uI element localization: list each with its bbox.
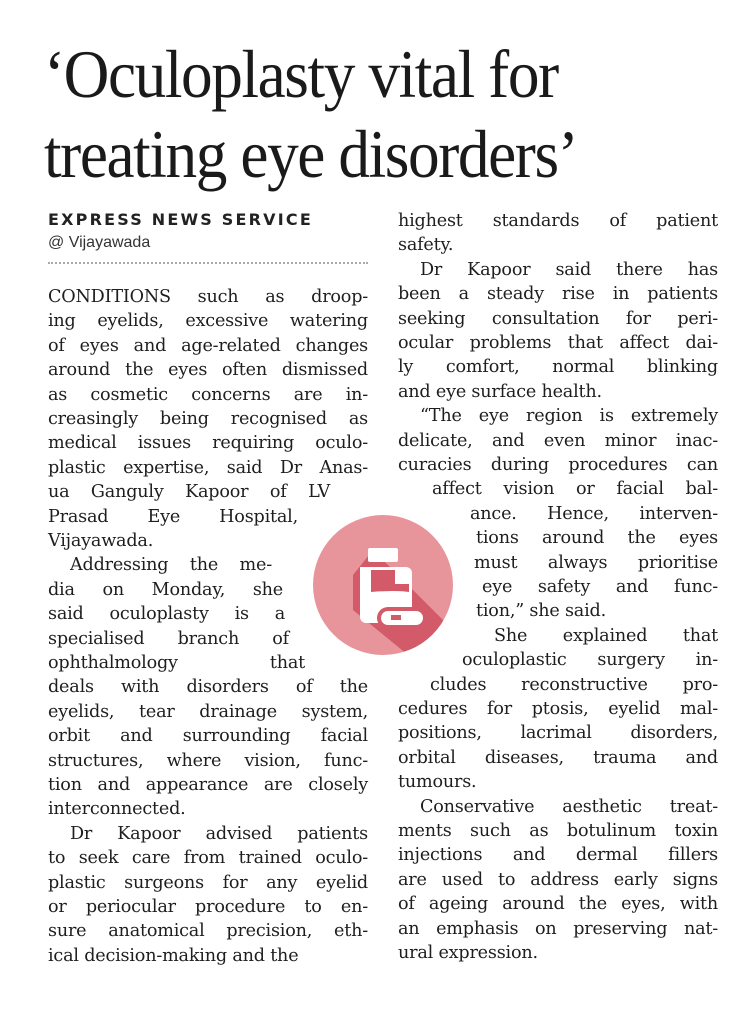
article-line: sure anatomical precision, eth- xyxy=(48,921,368,942)
article-line: are used to address early signs xyxy=(398,869,718,890)
article-line: ance. Hence, interven- xyxy=(470,503,718,524)
article-line: tion and appearance are closely xyxy=(48,775,368,795)
article-line: Conservative aesthetic treat- xyxy=(420,796,718,817)
article-line: ments such as botulinum toxin xyxy=(398,821,718,841)
article-line: ural expression. xyxy=(398,943,538,963)
article-line: oculoplastic surgery in- xyxy=(462,650,718,671)
article-line: interconnected. xyxy=(48,799,186,820)
article-line: seeking consultation for peri- xyxy=(398,308,718,329)
article-line: an emphasis on preserving nat- xyxy=(398,918,718,939)
article-line: safety. xyxy=(398,235,454,256)
article-line: plastic expertise, said Dr Anas- xyxy=(48,457,368,478)
article-line: been a steady rise in patients xyxy=(398,284,718,305)
article-line: curacies during procedures can xyxy=(398,455,718,475)
article-line: CONDITIONS such as droop- xyxy=(48,287,368,307)
article-line: of ageing around the eyes, with xyxy=(398,894,718,915)
article-line: Addressing the me- xyxy=(70,555,272,576)
dateline: @ Vijayawada xyxy=(48,234,151,251)
article-line: positions, lacrimal disorders, xyxy=(398,723,718,744)
article-line: to seek care from trained oculo- xyxy=(48,848,368,869)
article-line: eyelids, tear drainage system, xyxy=(48,701,368,722)
article-line: creasingly being recognised as xyxy=(48,409,368,429)
article-line: ing eyelids, excessive watering xyxy=(48,311,368,332)
article-line: delicate, and even minor inac- xyxy=(398,430,718,451)
article-line: cedures for ptosis, eyelid mal- xyxy=(398,699,718,719)
article-line: around the eyes often dismissed xyxy=(48,360,368,381)
headline-line-2: treating eye disorders’ xyxy=(44,116,579,192)
headline-line-1: ‘Oculoplasty vital for xyxy=(44,36,559,112)
article-line: and eye surface health. xyxy=(398,381,602,402)
article-line: of eyes and age-related changes xyxy=(48,335,368,356)
article-line: tions around the eyes xyxy=(476,528,718,549)
article-line: She explained that xyxy=(494,625,718,646)
article-line: ua Ganguly Kapoor of LV xyxy=(48,482,330,503)
article-line: tion,” she said. xyxy=(476,601,606,622)
article-line: ical decision-making and the xyxy=(48,945,299,966)
article-line: specialised branch of xyxy=(48,628,289,649)
article-line: deals with disorders of the xyxy=(48,677,368,698)
article-line: ophthalmology that xyxy=(48,653,305,673)
byline-divider xyxy=(48,262,368,264)
article-line: must always prioritise xyxy=(474,552,718,573)
article-line: Vijayawada. xyxy=(48,531,154,551)
article-line: orbital diseases, trauma and xyxy=(398,747,718,768)
article-line: highest standards of patient xyxy=(398,211,718,231)
article-line: eye safety and func- xyxy=(482,577,718,597)
article-line: orbit and surrounding facial xyxy=(48,726,368,747)
article-line: injections and dermal fillers xyxy=(398,845,718,866)
article-line: ly comfort, normal blinking xyxy=(398,357,718,378)
article-line: plastic surgeons for any eyelid xyxy=(48,872,368,893)
article-line: medical issues requiring oculo- xyxy=(48,433,368,454)
article-line: structures, where vision, func- xyxy=(48,750,368,771)
byline: EXPRESS NEWS SERVICE xyxy=(48,210,313,229)
article-line: tumours. xyxy=(398,772,477,793)
article-line: “The eye region is extremely xyxy=(420,406,718,427)
article-line: said oculoplasty is a xyxy=(48,604,285,625)
article-line: Dr Kapoor advised patients xyxy=(70,823,368,844)
article-line: Prasad Eye Hospital, xyxy=(48,506,298,527)
article-line: cludes reconstructive pro- xyxy=(430,674,718,695)
article-line: ocular problems that affect dai- xyxy=(398,333,718,353)
article-line: as cosmetic concerns are in- xyxy=(48,384,368,405)
article-line: Dr Kapoor said there has xyxy=(420,259,718,280)
article-line: affect vision or facial bal- xyxy=(432,479,718,500)
medicine-bottle-pill-icon xyxy=(313,515,453,655)
article-line: dia on Monday, she xyxy=(48,579,283,600)
article-line: or periocular procedure to en- xyxy=(48,897,368,917)
